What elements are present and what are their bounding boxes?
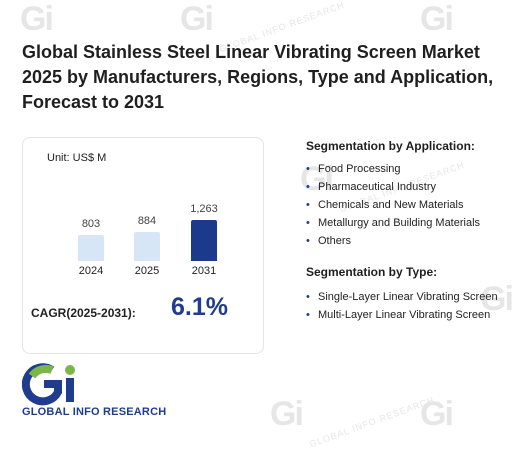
chart-bar-2025 [134, 232, 160, 261]
chart-bar-2031 [191, 220, 217, 261]
chart-category-label: 2025 [134, 265, 160, 277]
list-item: Chemicals and New Materials [306, 196, 506, 214]
list-item: Pharmaceutical Industry [306, 178, 506, 196]
segmentation-type-title: Segmentation by Type: [306, 265, 438, 279]
chart-value-label: 1,263 [190, 203, 218, 215]
cagr-label: CAGR(2025-2031): [31, 306, 136, 320]
list-item: Multi-Layer Linear Vibrating Screen [306, 306, 506, 324]
logo-text: GLOBAL INFO RESEARCH [22, 406, 167, 418]
list-item: Single-Layer Linear Vibrating Screen [306, 288, 506, 306]
chart-card: Unit: US$ M 803 2024 884 2025 1,263 2031 CAGR… [22, 137, 264, 354]
segmentation-type-list: Single-Layer Linear Vibrating ScreenMult… [306, 288, 506, 324]
watermark: Gi [20, 0, 54, 38]
list-item: Others [306, 232, 506, 250]
watermark: Gi [420, 0, 454, 38]
company-logo: GLOBAL INFO RESEARCH [21, 362, 182, 422]
chart-bar-2024 [78, 235, 104, 261]
chart-value-label: 884 [137, 215, 157, 227]
list-item: Food Processing [306, 160, 506, 178]
cagr-value: 6.1% [171, 293, 228, 321]
logo-mark [21, 363, 75, 406]
list-item: Metallurgy and Building Materials [306, 214, 506, 232]
chart-value-label: 803 [81, 218, 101, 230]
segmentation-application-title: Segmentation by Application: [306, 139, 475, 153]
watermark: Gi [420, 395, 454, 433]
chart-category-label: 2031 [191, 265, 217, 277]
chart-category-label: 2024 [78, 265, 104, 277]
segmentation-application-list: Food ProcessingPharmaceutical IndustryCh… [306, 160, 506, 250]
page-title: Global Stainless Steel Linear Vibrating … [22, 42, 494, 112]
watermark: Gi GLOBAL INFO RESEARCH [180, 0, 347, 55]
chart-unit-label: Unit: US$ M [47, 152, 107, 164]
watermark: Gi GLOBAL INFO RESEARCH [270, 394, 437, 449]
